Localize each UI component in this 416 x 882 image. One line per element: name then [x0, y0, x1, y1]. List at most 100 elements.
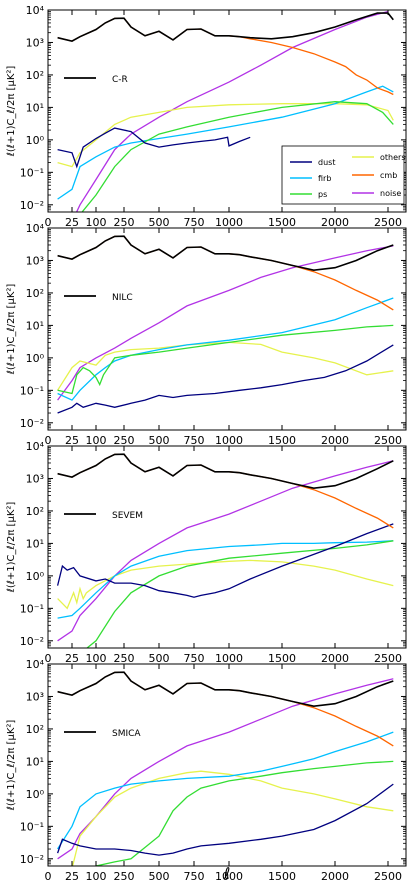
x-tick-label: 100 — [86, 216, 107, 229]
series-line-firb — [57, 297, 394, 401]
x-tick-label: 2000 — [321, 216, 349, 229]
x-tick-label: 1000 — [215, 434, 243, 447]
y-tick-label: 10⁻¹ — [20, 384, 44, 397]
legend-item-dust: dust — [290, 158, 335, 167]
legend-label: dust — [318, 158, 335, 167]
y-tick-label: 10¹ — [26, 537, 44, 550]
legend-label: noise — [380, 189, 401, 198]
x-tick-label: 250 — [114, 652, 135, 665]
y-tick-label: 10⁻² — [20, 853, 44, 866]
panel-sevem: 10⁻² 10⁻¹ 10⁰ 10¹ 10² 10³ 10⁴ 0 25 100 250 500 750 10… — [6, 440, 407, 665]
x-tick-label: 25 — [65, 870, 79, 882]
x-tick-label: 750 — [184, 652, 205, 665]
y-tick-label: 10⁰ — [26, 788, 45, 801]
y-tick-label: 10² — [26, 287, 44, 300]
y-tick-label: 10¹ — [26, 101, 44, 114]
x-tick-label: 0 — [45, 216, 52, 229]
x-tick-label: 1500 — [268, 434, 296, 447]
x-tick-label: 0 — [45, 434, 52, 447]
y-tick-label: 10⁻² — [20, 199, 44, 212]
x-tick-label: 750 — [184, 870, 205, 882]
plot-frame — [47, 663, 407, 867]
series-line-dust — [56, 783, 394, 856]
x-tick-label: 0 — [45, 652, 52, 665]
x-tick-label: 250 — [114, 870, 135, 882]
panel-label: SEVEM — [112, 511, 143, 521]
y-tick-label: 10⁻¹ — [20, 602, 44, 615]
y-tick-label: 10⁻² — [20, 635, 44, 648]
y-tick-label: 10⁴ — [26, 4, 45, 17]
plot-frame — [47, 227, 407, 431]
y-axis-label: ℓ(ℓ+1)C_ℓ/2π [μK²] — [6, 502, 17, 593]
x-tick-label: 750 — [184, 434, 205, 447]
x-tick-label: 250 — [114, 434, 135, 447]
series-line-noise — [57, 460, 394, 642]
x-tick-label: 2000 — [321, 652, 349, 665]
series-line-dust — [57, 127, 251, 169]
y-tick-label: 10⁰ — [26, 570, 45, 583]
series-line-others — [71, 770, 394, 866]
x-tick-label: 25 — [65, 652, 79, 665]
legend-item-noise: noise — [352, 189, 401, 198]
y-tick-label: 10³ — [26, 254, 44, 267]
panel-label: NILC — [112, 293, 133, 303]
x-tick-label: 250 — [114, 216, 135, 229]
x-tick-label: 2000 — [321, 434, 349, 447]
legend-label: others — [380, 153, 405, 162]
x-tick-label: 500 — [149, 870, 170, 882]
y-tick-label: 10⁻¹ — [20, 166, 44, 179]
series-line-total — [57, 671, 394, 708]
series-line-others — [57, 559, 394, 610]
y-tick-label: 10⁴ — [26, 440, 45, 453]
x-tick-label: 1500 — [268, 216, 296, 229]
x-tick-label: 500 — [149, 652, 170, 665]
y-tick-label: 10² — [26, 69, 44, 82]
legend-label: ps — [318, 190, 327, 199]
x-tick-label: 1500 — [268, 870, 296, 882]
series-line-cmb — [57, 453, 394, 529]
series-line-firb — [57, 85, 394, 200]
series-line-noise — [57, 678, 394, 860]
legend-item-firb: firb — [290, 174, 331, 183]
series-line-total — [57, 453, 394, 490]
x-tick-label: 1500 — [268, 652, 296, 665]
series-line-dust — [57, 344, 394, 414]
panel-label: SMICA — [112, 729, 141, 739]
y-tick-label: 10³ — [26, 472, 44, 485]
panel-label: C-R — [112, 75, 128, 85]
legend: dust firb ps others cmb noise — [281, 145, 405, 205]
legend-label: cmb — [380, 171, 397, 180]
y-tick-label: 10⁻¹ — [20, 820, 44, 833]
x-tick-label: 25 — [65, 434, 79, 447]
legend-label: firb — [318, 174, 331, 183]
y-axis-label: ℓ(ℓ+1)C_ℓ/2π [μK²] — [6, 720, 17, 811]
y-tick-label: 10³ — [26, 690, 44, 703]
y-tick-label: 10² — [26, 723, 44, 736]
x-tick-label: 100 — [86, 870, 107, 882]
y-tick-label: 10¹ — [26, 755, 44, 768]
y-tick-label: 10⁰ — [26, 352, 45, 365]
legend-item-cmb: cmb — [352, 171, 397, 180]
series-line-ps — [86, 540, 394, 648]
y-tick-label: 10³ — [26, 36, 44, 49]
series-line-dust — [56, 523, 394, 598]
plot-frame — [47, 445, 407, 649]
y-tick-label: 10⁻² — [20, 417, 44, 430]
series-line-others — [57, 341, 394, 391]
series-line-firb — [57, 731, 394, 850]
y-tick-label: 10¹ — [26, 319, 44, 332]
x-tick-label: 1000 — [215, 216, 243, 229]
y-axis-label: ℓ(ℓ+1)C_ℓ/2π [μK²] — [6, 66, 17, 157]
x-tick-label: 0 — [45, 870, 52, 882]
series-line-ps — [94, 760, 394, 866]
series-line-total — [57, 235, 394, 272]
x-tick-label: 1000 — [215, 652, 243, 665]
x-tick-label: 25 — [65, 216, 79, 229]
y-axis-label: ℓ(ℓ+1)C_ℓ/2π [μK²] — [6, 284, 17, 375]
x-tick-label: 1000 — [215, 870, 243, 882]
x-tick-label: 2000 — [321, 870, 349, 882]
x-tick-label: 2500 — [374, 870, 402, 882]
panel-c-r: 10⁻² 10⁻¹ 10⁰ 10¹ 10² 10³ 10⁴ 0 25 100 250 500 750 10… — [6, 4, 407, 229]
panel-nilc: 10⁻² 10⁻¹ 10⁰ 10¹ 10² 10³ 10⁴ 0 25 100 250 500 750 10… — [6, 222, 407, 447]
